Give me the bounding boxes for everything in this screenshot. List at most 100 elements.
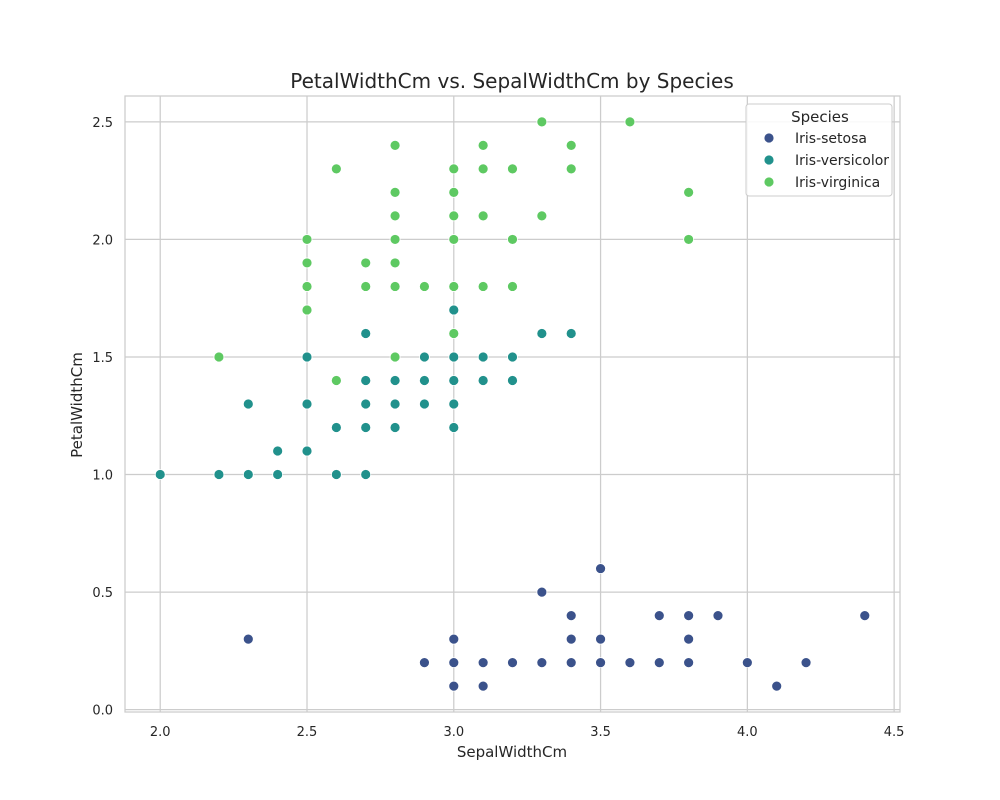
data-point [624,116,636,128]
data-point [389,351,401,363]
data-point [360,398,372,410]
series-iris-virginica [213,116,695,386]
data-point [595,633,606,645]
data-point [389,375,401,386]
data-point [477,375,489,386]
data-point [301,304,313,316]
data-point [301,257,313,269]
data-point [330,469,342,480]
data-point [272,469,284,480]
data-point [565,610,577,622]
legend-box [745,103,893,197]
data-point [477,281,489,292]
data-point [536,586,548,598]
data-point [595,563,606,574]
legend-label: Iris-versicolor [795,153,889,169]
data-point [389,422,401,433]
data-point [360,469,372,480]
data-point [448,398,460,410]
x-tick-label: 2.0 [150,725,171,740]
data-point [389,257,401,269]
data-point [448,375,460,386]
legend-title: Species [791,108,849,126]
data-point [389,139,401,151]
data-point [477,163,489,175]
data-point [507,657,518,669]
data-points [154,116,871,692]
data-point [419,351,430,363]
data-point [477,680,489,692]
data-point [448,304,460,316]
data-point [683,633,695,645]
data-point [507,351,518,363]
data-point [565,163,577,175]
y-tick-label: 0.0 [92,704,113,719]
data-point [213,469,225,480]
x-tick-label: 3.5 [590,725,611,740]
data-point [419,398,430,410]
y-tick-labels: 0.0 0.5 1.0 1.5 2.0 2.5 [92,116,113,719]
data-point [301,234,313,245]
data-point [213,351,225,363]
data-point [624,657,636,669]
data-point [419,657,430,669]
data-point [565,657,577,669]
data-point [448,281,460,292]
data-point [301,398,313,410]
legend-items: Iris-setosa Iris-versicolor Iris-virginica [763,131,889,191]
data-point [477,139,489,151]
legend-marker [763,154,775,166]
plot-area [124,95,901,713]
x-tick-labels: 2.0 2.5 3.0 3.5 4.0 4.5 [150,725,905,740]
x-tick-label: 4.0 [737,725,758,740]
series-iris-versicolor [154,304,577,480]
data-point [389,210,401,222]
data-point [242,633,254,645]
data-point [242,398,254,410]
legend: Species Iris-setosa Iris-versicolor Iris-v… [745,103,893,197]
data-point [507,163,518,175]
data-point [360,281,372,292]
data-point [242,469,254,480]
data-point [477,657,489,669]
data-point [683,657,695,669]
data-point [448,163,460,175]
data-point [536,210,548,222]
legend-marker [763,176,775,188]
data-point [448,328,460,339]
y-tick-label: 1.5 [92,351,113,366]
x-tick-label: 3.0 [443,725,464,740]
data-point [272,445,284,457]
data-point [536,116,548,128]
data-point [771,680,783,692]
data-point [448,422,460,433]
data-point [389,281,401,292]
data-point [330,163,342,175]
data-point [389,186,401,198]
data-point [477,351,489,363]
data-point [360,422,372,433]
x-tick-label: 4.5 [884,725,905,740]
data-point [565,139,577,151]
data-point [595,657,606,669]
data-point [448,351,460,363]
data-point [330,375,342,386]
data-point [800,657,812,669]
y-tick-label: 2.5 [92,116,113,131]
data-point [389,234,401,245]
data-point [653,610,665,622]
data-point [419,375,430,386]
data-point [360,375,372,386]
y-tick-label: 1.0 [92,469,113,484]
data-point [536,657,548,669]
data-point [448,234,460,245]
x-tick-label: 2.5 [297,725,318,740]
data-point [419,281,430,292]
data-point [683,610,695,622]
data-point [683,186,695,198]
data-point [389,398,401,410]
y-axis-label: PetalWidthCm [68,352,86,458]
legend-marker [763,132,775,144]
y-tick-label: 0.5 [92,586,113,601]
